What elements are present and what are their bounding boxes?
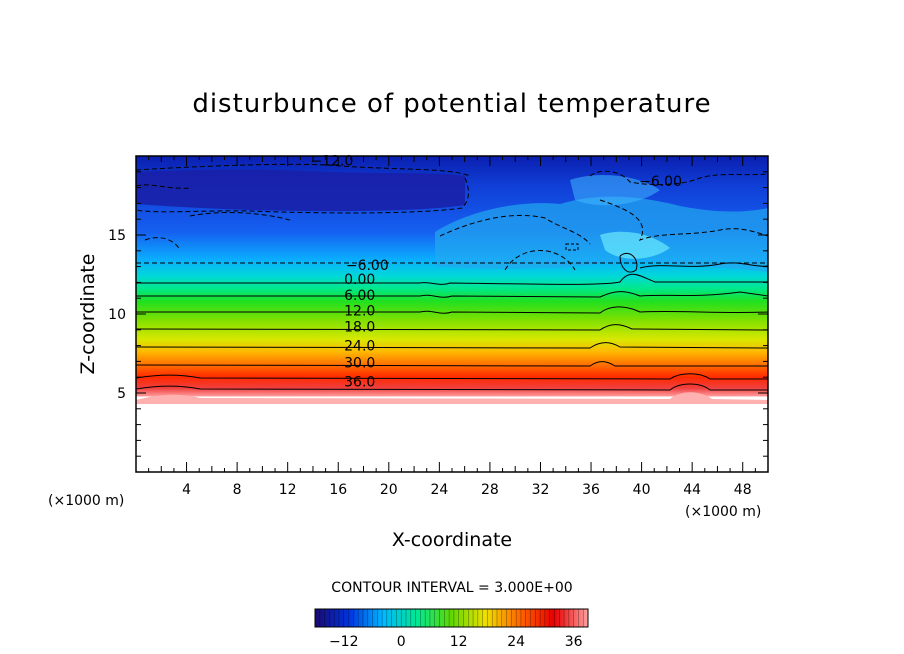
x-axis-label: X-coordinate — [392, 529, 512, 551]
contour-label: 30.0 — [344, 356, 375, 372]
contour-line — [136, 383, 768, 391]
colorbar — [314, 608, 589, 628]
contour-line — [136, 361, 768, 367]
y-axis: 5 10 15 — [108, 171, 768, 457]
contour-label: −6.00 — [346, 258, 389, 274]
contour-line — [144, 237, 181, 251]
contour-line — [439, 215, 591, 245]
x-unit-left: (×1000 m) — [48, 493, 124, 509]
contour-label: 12.0 — [344, 304, 375, 320]
x-tick-label: 4 — [182, 482, 191, 498]
contour-interval-label: CONTOUR INTERVAL = 3.000E+00 — [331, 580, 572, 596]
contour-line — [136, 184, 191, 189]
x-tick-label: 24 — [430, 482, 448, 498]
x-tick-label: 48 — [734, 482, 752, 498]
y-tick-label: 15 — [108, 228, 126, 244]
y-axis-label: Z-coordinate — [77, 254, 99, 375]
contour-line — [136, 342, 768, 349]
turbulent-patch — [600, 231, 670, 259]
contour-label: 24.0 — [344, 338, 375, 354]
x-tick-label: 44 — [683, 482, 701, 498]
contour-label: −12.0 — [310, 153, 353, 169]
colorbar-tick-label: 12 — [450, 634, 468, 650]
contour-line — [589, 170, 768, 186]
cold-core-region — [136, 169, 465, 212]
colorbar-stripes — [319, 609, 584, 627]
contour-line — [136, 273, 768, 285]
contour-line — [189, 212, 291, 221]
chart-title: disturbunce of potential temperature — [192, 89, 711, 119]
terrain-mask — [136, 400, 768, 472]
contour-line — [504, 250, 576, 271]
colorbar-tick-label: −12 — [329, 634, 359, 650]
colorbar-tick-label: 0 — [397, 634, 406, 650]
colorbar-tick-label: 24 — [507, 634, 525, 650]
contour-label: 18.0 — [344, 319, 375, 335]
x-axis: 4 8 12 16 20 24 28 32 36 40 44 48 — [148, 156, 756, 498]
contour-line — [136, 324, 768, 331]
contour-line — [619, 252, 638, 273]
x-tick-label: 36 — [582, 482, 600, 498]
contour-labels: −12.0−6.00−6.000.006.0012.018.024.030.03… — [310, 153, 682, 391]
contour-label: −6.00 — [639, 174, 682, 190]
contour-line — [639, 262, 768, 269]
x-tick-label: 28 — [481, 482, 499, 498]
contour-line — [136, 163, 471, 177]
turbulent-patch — [570, 175, 660, 206]
plot-area — [136, 156, 768, 472]
x-tick-label: 20 — [380, 482, 398, 498]
colorbar-ticks: −12 0 12 24 36 — [329, 634, 583, 650]
x-tick-label: 40 — [633, 482, 651, 498]
x-tick-label: 8 — [233, 482, 242, 498]
x-tick-label: 12 — [279, 482, 297, 498]
x-tick-label: 32 — [532, 482, 550, 498]
contour-line — [136, 291, 768, 298]
contour-line — [136, 306, 768, 314]
contour-line — [136, 373, 768, 380]
contour-line — [565, 243, 579, 251]
contour-line — [599, 199, 768, 241]
contour-lines — [136, 163, 768, 391]
contour-label: 6.00 — [344, 288, 375, 304]
contour-label: 0.00 — [344, 272, 375, 288]
x-tick-label: 16 — [329, 482, 347, 498]
colorbar-tick-label: 36 — [565, 634, 583, 650]
x-unit-right: (×1000 m) — [685, 504, 761, 520]
contour-line — [136, 177, 469, 214]
terrain-edge — [136, 392, 768, 404]
y-tick-label: 5 — [117, 386, 126, 402]
y-tick-label: 10 — [108, 307, 126, 323]
contour-label: 36.0 — [344, 375, 375, 391]
